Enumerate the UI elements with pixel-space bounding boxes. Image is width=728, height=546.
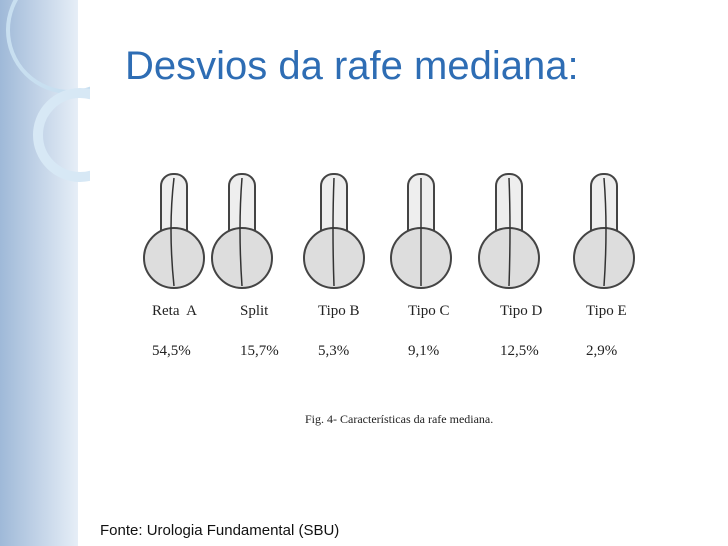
drawing	[211, 173, 273, 289]
drawing	[573, 173, 635, 289]
illustration	[565, 168, 645, 298]
figure-percent: 54,5%	[152, 343, 191, 359]
source-note: Fonte: Urologia Fundamental (SBU)	[100, 522, 340, 539]
illustration	[295, 168, 375, 298]
figure-label: Tipo E	[586, 303, 627, 319]
figure-caption: Fig. 4- Características da rafe mediana.	[305, 412, 494, 426]
figure-percent: 12,5%	[500, 343, 539, 359]
illustration	[203, 168, 283, 298]
figure-percent: 5,3%	[318, 343, 350, 359]
figure-label: Tipo D	[500, 303, 543, 319]
figure-label: Tipo B	[318, 303, 360, 319]
figure-percent: 2,9%	[586, 343, 618, 359]
figure-label: Split	[240, 303, 269, 319]
figure-percent: 15,7%	[240, 343, 279, 359]
figure-label: Reta A	[152, 303, 197, 319]
illustration	[470, 168, 550, 298]
figure-label: Tipo C	[408, 303, 450, 319]
drawing	[390, 173, 452, 289]
figure-percent: 9,1%	[408, 343, 440, 359]
illustration	[135, 168, 215, 298]
side-decoration	[0, 0, 90, 546]
drawing	[143, 173, 205, 289]
illustration	[382, 168, 462, 298]
slide-title: Desvios da rafe mediana:	[125, 44, 579, 88]
drawing	[303, 173, 365, 289]
drawing	[478, 173, 540, 289]
